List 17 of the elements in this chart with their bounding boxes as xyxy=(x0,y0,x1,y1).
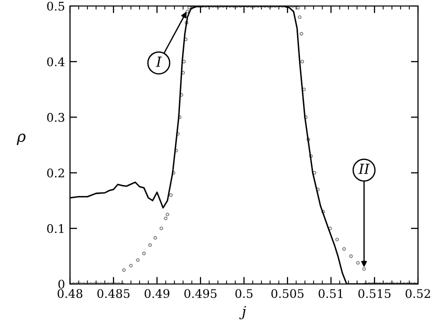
y-tick-label: 0.1 xyxy=(47,224,64,234)
y-tick-label: 0.2 xyxy=(47,168,64,178)
x-tick-label: 0.495 xyxy=(184,289,216,298)
y-tick-label: 0 xyxy=(58,280,64,289)
x-tick-label: 0.51 xyxy=(318,289,342,298)
x-tick-label: 0.5 xyxy=(235,289,252,298)
x-tick-label: 0.48 xyxy=(58,289,82,298)
x-tick-label: 0.505 xyxy=(271,289,304,298)
y-tick-label: 0.3 xyxy=(47,112,64,122)
x-axis-title: j xyxy=(239,306,246,320)
y-tick-label: 0.4 xyxy=(47,57,65,66)
y-axis-title: ρ xyxy=(16,134,26,145)
y-tick-label: 0.5 xyxy=(47,2,64,11)
x-tick-label: 0.49 xyxy=(144,289,170,298)
x-tick-label: 0.515 xyxy=(358,289,390,298)
x-tick-label: 0.52 xyxy=(406,289,430,298)
x-tick-label: 0.485 xyxy=(97,289,130,298)
